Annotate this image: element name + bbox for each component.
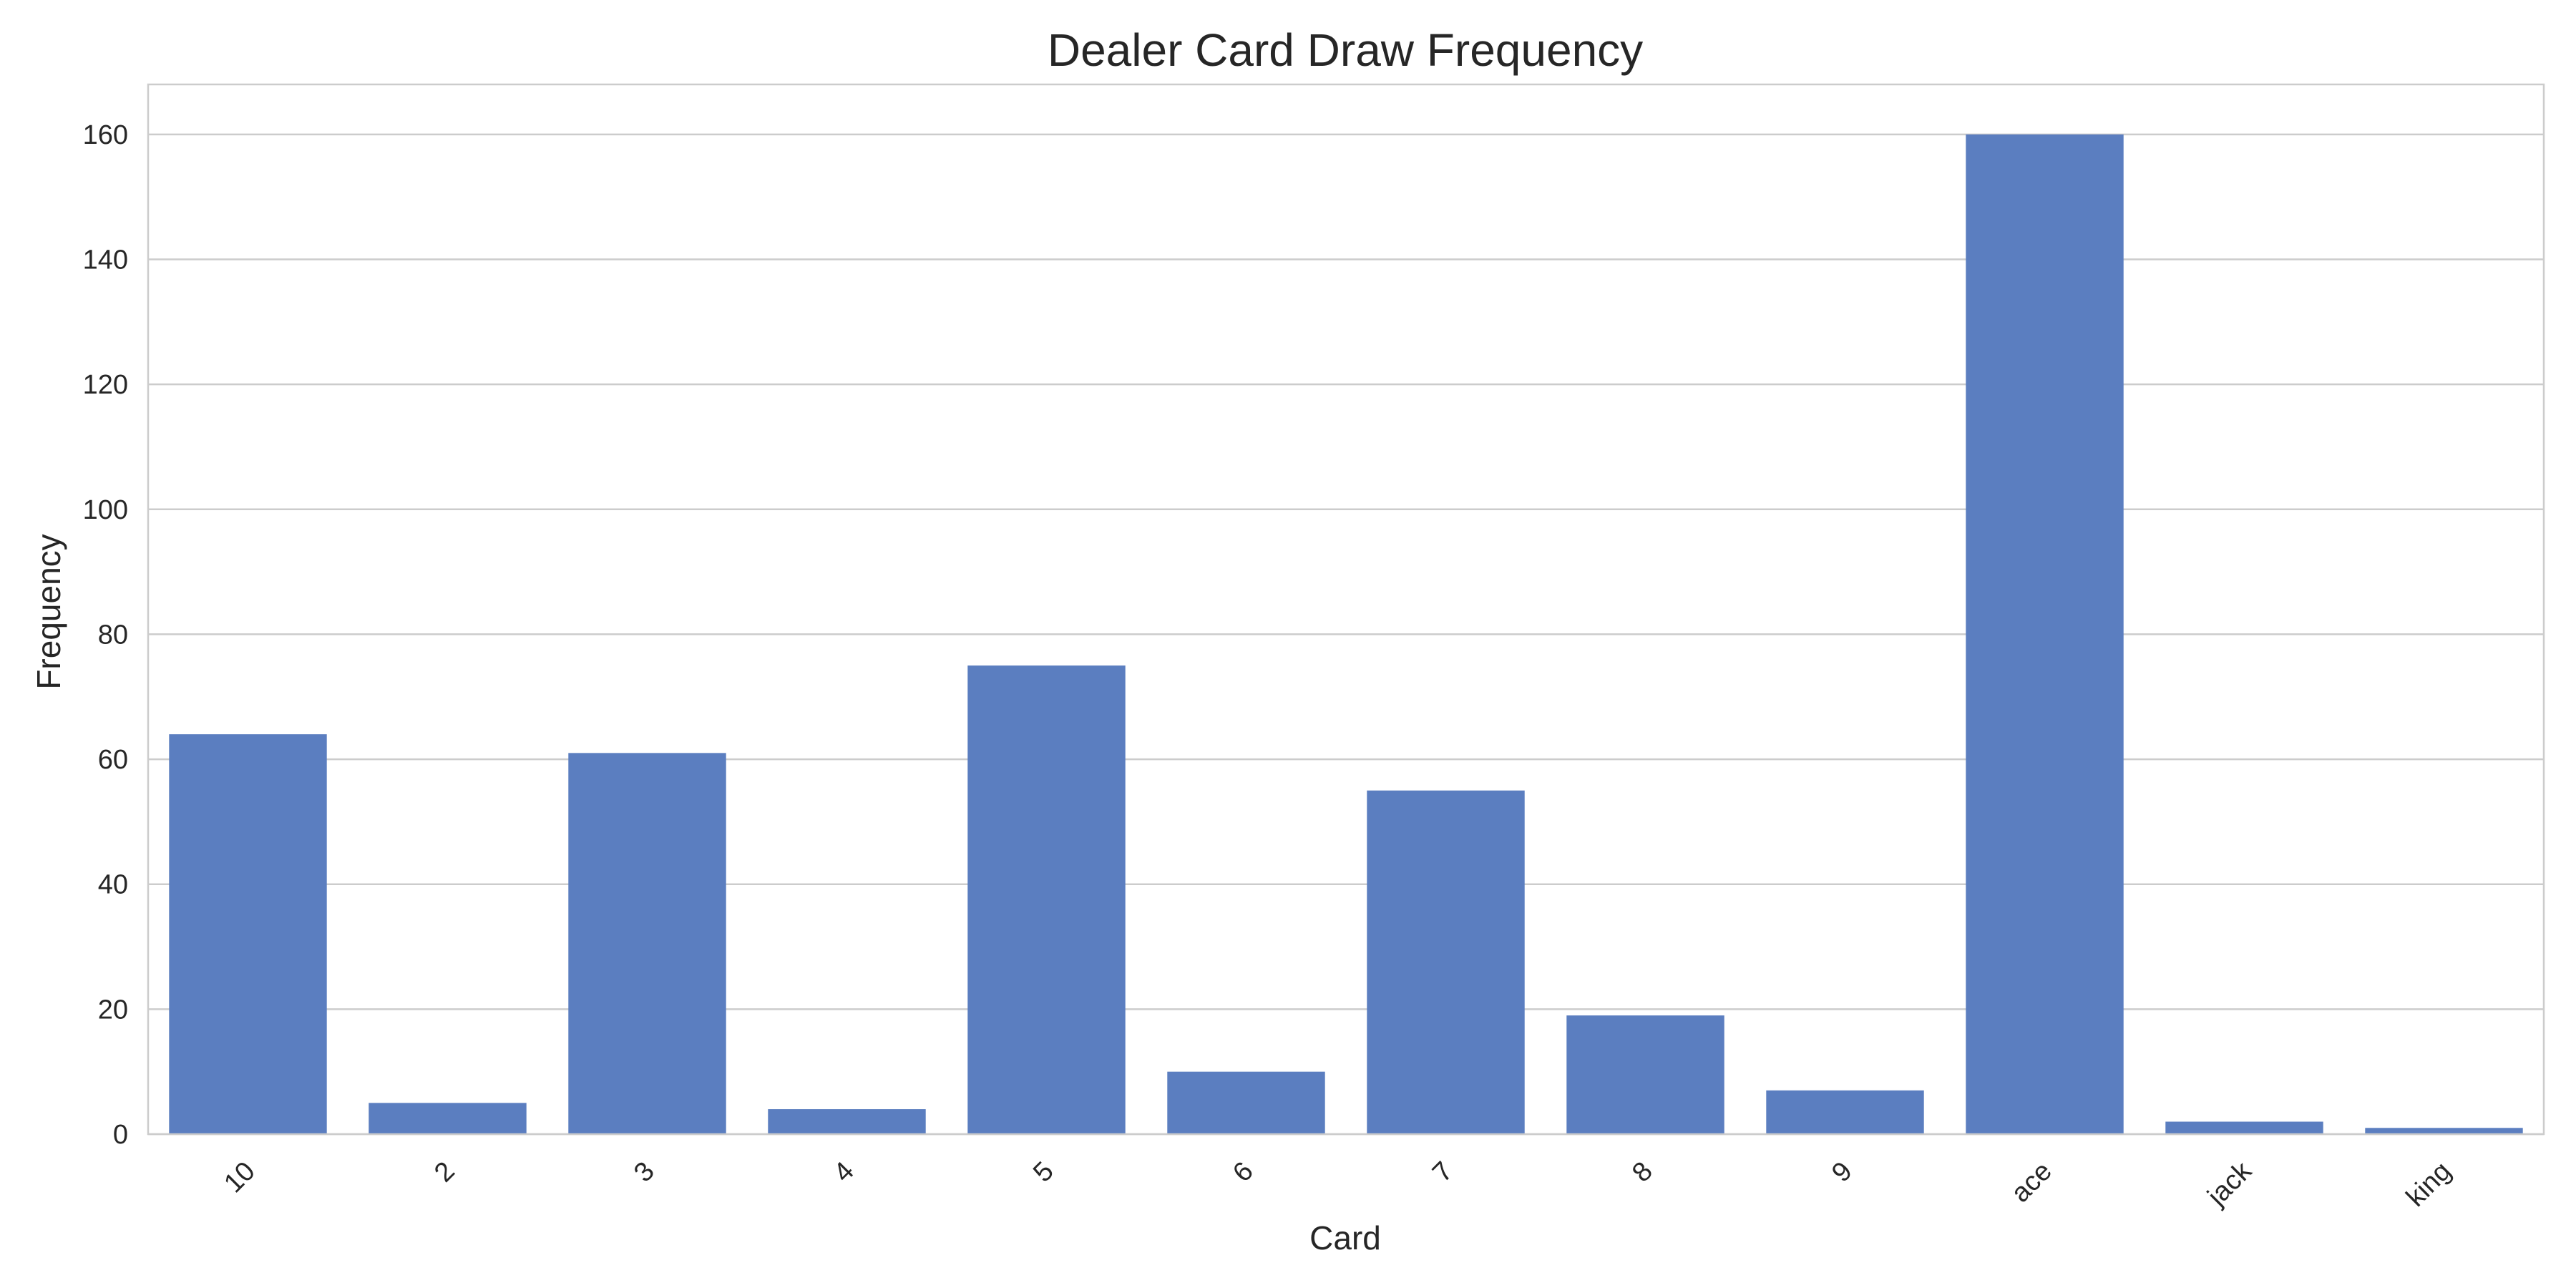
bar-2 [369, 1103, 527, 1134]
y-tick-label: 40 [98, 870, 128, 900]
bar-8 [1566, 1015, 1724, 1134]
bar-king [2365, 1128, 2523, 1134]
bar-3 [568, 753, 726, 1134]
y-tick-label: 60 [98, 745, 128, 775]
bars [169, 134, 2523, 1134]
x-axis-label: Card [1309, 1219, 1381, 1257]
y-axis-label: Frequency [30, 534, 67, 689]
y-tick-labels: 0 20 40 60 80 100 120 140 160 [83, 120, 128, 1150]
bar-5 [967, 665, 1126, 1134]
bar-10 [169, 734, 327, 1134]
bar-6 [1167, 1071, 1325, 1134]
y-tick-label: 140 [83, 245, 128, 275]
y-tick-label: 100 [83, 495, 128, 525]
chart-title: Dealer Card Draw Frequency [1048, 24, 1643, 76]
bar-ace [1966, 134, 2124, 1134]
bar-jack [2165, 1121, 2323, 1134]
y-tick-label: 80 [98, 620, 128, 650]
plot-frame [147, 83, 2545, 1136]
bar-7 [1367, 790, 1525, 1134]
y-tick-label: 20 [98, 995, 128, 1025]
y-tick-label: 120 [83, 370, 128, 400]
bar-4 [768, 1109, 926, 1134]
y-tick-label: 160 [83, 120, 128, 150]
y-tick-label: 0 [113, 1120, 128, 1150]
bar-9 [1766, 1090, 1924, 1134]
